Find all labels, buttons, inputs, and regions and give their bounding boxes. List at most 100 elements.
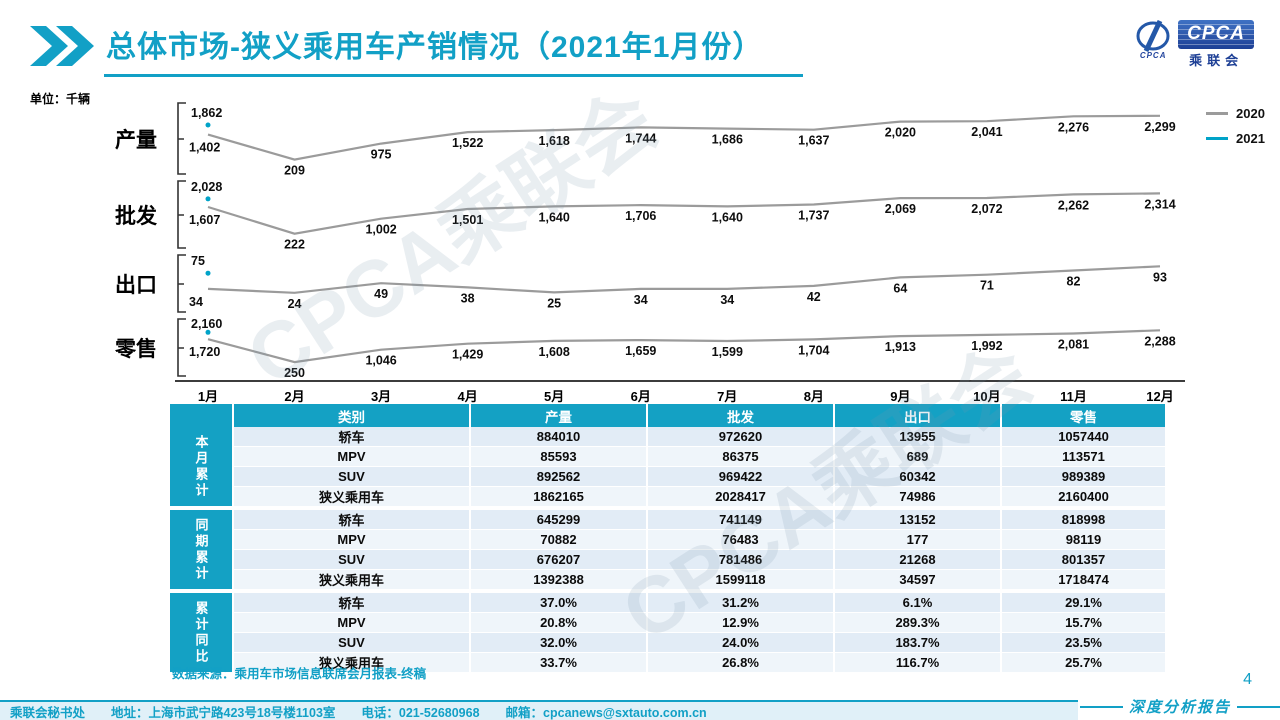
cpca-wordmark: CPCA [1178, 20, 1254, 49]
footer-phone: 电话：021-52680968 [361, 705, 480, 720]
chart-row-label: 出口 [115, 274, 157, 297]
table-cell: 1392388 [469, 569, 647, 592]
sparkline-chart: 75 34 24 49 38 25 34 34 42 64 71 82 93 [177, 254, 1167, 313]
x-axis: 1月 2月 3月 4月 5月 6月 7月 8月 9月 10月 11月 12月 [175, 380, 1185, 404]
page-number: 4 [1243, 671, 1252, 688]
table-row: SUV 676207 781486 21268 801357 [170, 549, 1165, 570]
table-cell: 2160400 [1000, 486, 1165, 509]
data-label-2020: 1,429 [452, 348, 483, 362]
axis-bracket [177, 180, 186, 249]
cpca-swoosh-icon [1136, 20, 1170, 53]
chart-row: 零售 2,160 1,720 250 1,046 1,429 1,608 1,659 1,599… [115, 316, 1185, 380]
cpca-chinese-name: 乘联会 [1189, 53, 1244, 68]
table-corner-cell [170, 404, 233, 427]
table-row: 本月累计 轿车 884010 972620 13955 1057440 [170, 427, 1165, 509]
axis-bracket [177, 102, 186, 175]
x-axis-label: 8月 [803, 389, 824, 404]
table-cell: 37.0% [469, 589, 647, 613]
table-cell: 26.8% [646, 652, 834, 673]
data-label-2020: 2,081 [1058, 338, 1089, 352]
table-cell: 23.5% [1000, 632, 1165, 653]
data-label-2020: 2,020 [885, 126, 916, 140]
data-label-2020: 1,704 [798, 343, 829, 357]
table-group-label: 本月累计 [193, 434, 209, 499]
data-label-2020: 2,041 [971, 125, 1002, 139]
table-cell: 21268 [833, 549, 1001, 570]
table-cell: 1057440 [1000, 427, 1165, 447]
data-label-2020: 2,276 [1058, 120, 1089, 134]
x-axis-label: 1月 [197, 389, 219, 404]
table-cell: 25.7% [1000, 652, 1165, 673]
cpca-emblem: CPCA [1133, 20, 1173, 60]
chart-row-label: 产量 [115, 129, 157, 152]
data-label-2021: 2,028 [191, 180, 222, 194]
table-cell: 6.1% [833, 589, 1001, 613]
summary-table: 类别 产量 批发 出口 零售 本月累计 轿车 884010 972620 13955 1057440… [170, 404, 1165, 673]
table-cell: MPV [232, 612, 470, 633]
table-row: 同期累计 轿车 645299 741149 13152 818998 [170, 506, 1165, 592]
data-label-2020: 2,262 [1058, 198, 1089, 212]
table-row: MPV 85593 86375 689 113571 [170, 446, 1165, 467]
table-row: 狭义乘用车 1862165 2028417 74986 2160400 [170, 486, 1165, 509]
data-label-2020: 34 [634, 293, 648, 307]
table-cell: 645299 [469, 506, 647, 530]
x-axis-label: 6月 [630, 389, 651, 404]
table-cell: 689 [833, 446, 1001, 467]
chart-row-label: 零售 [115, 338, 157, 361]
x-axis-label: 5月 [544, 389, 565, 404]
table-row: SUV 892562 969422 60342 989389 [170, 466, 1165, 487]
data-label-2020: 1,737 [798, 209, 829, 223]
data-label-2020: 1,522 [452, 136, 483, 150]
data-label-2020: 1,744 [625, 131, 656, 145]
sparkline-chart: 1,862 1,402 209 975 1,522 1,618 1,744 1,686 1,63… [177, 102, 1176, 178]
table-group-header: 本月累计 [170, 427, 233, 509]
table-cell: 13152 [833, 506, 1001, 530]
table-cell: SUV [232, 632, 470, 653]
data-label-2020: 1,640 [712, 210, 743, 224]
table-cell: 15.7% [1000, 612, 1165, 633]
x-axis-label: 9月 [890, 389, 911, 404]
data-label-2020: 38 [461, 291, 475, 305]
table-row: MPV 70882 76483 177 98119 [170, 529, 1165, 550]
table-row: SUV 32.0% 24.0% 183.7% 23.5% [170, 632, 1165, 653]
data-label-2020: 1,501 [452, 213, 483, 227]
data-label-2020: 82 [1067, 275, 1081, 289]
table-cell: 轿车 [232, 427, 470, 447]
data-label-2020: 1,659 [625, 344, 656, 358]
table-cell: MPV [232, 529, 470, 550]
table-cell: 676207 [469, 549, 647, 570]
legend: 2020 2021 [1206, 106, 1265, 156]
table-group-label: 同期累计 [193, 517, 209, 582]
data-label-2020: 250 [284, 366, 305, 380]
data-label-2020: 1,402 [189, 141, 220, 155]
legend-dash-icon [1206, 137, 1228, 140]
chart-rows: 产量 1,862 1,402 209 975 1,522 1,618 1,744 1,686 1,… [115, 100, 1185, 380]
table-cell: 34597 [833, 569, 1001, 592]
table-cell: 818998 [1000, 506, 1165, 530]
table-cell: 1599118 [646, 569, 834, 592]
data-label-2020: 2,314 [1144, 197, 1175, 211]
source-note: 数据来源：乘用车市场信息联席会月报表-终稿 [172, 667, 427, 681]
table-group-header: 累计同比 [170, 589, 233, 673]
table-row: MPV 20.8% 12.9% 289.3% 15.7% [170, 612, 1165, 633]
table-group-header: 同期累计 [170, 506, 233, 592]
table-cell: 29.1% [1000, 589, 1165, 613]
data-label-2020: 222 [284, 238, 305, 252]
legend-dash-icon [1206, 112, 1228, 115]
data-label-2020: 71 [980, 279, 994, 293]
data-label-2020: 1,608 [539, 345, 570, 359]
table-cell: SUV [232, 549, 470, 570]
decorative-line [1080, 705, 1123, 708]
x-axis-label: 7月 [717, 389, 738, 404]
table-cell: 177 [833, 529, 1001, 550]
table-column-header: 出口 [833, 404, 1001, 427]
table-cell: MPV [232, 446, 470, 467]
x-axis-label: 10月 [973, 389, 1001, 404]
table-cell: 32.0% [469, 632, 647, 653]
data-label-2020: 1,720 [189, 345, 220, 359]
data-label-2020: 1,992 [971, 339, 1002, 353]
footer-email[interactable]: 邮箱：cpcanews@sxtauto.com.cn [505, 705, 707, 720]
table-cell: 13955 [833, 427, 1001, 447]
data-label-2020: 34 [720, 293, 734, 307]
cpca-emblem-text: CPCA [1139, 51, 1167, 60]
